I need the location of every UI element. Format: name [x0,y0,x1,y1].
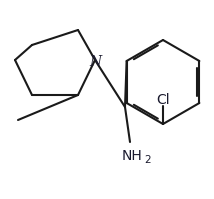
Text: N: N [89,55,101,69]
Text: 2: 2 [145,155,151,165]
Text: NH: NH [122,149,142,163]
Text: Cl: Cl [156,93,170,107]
